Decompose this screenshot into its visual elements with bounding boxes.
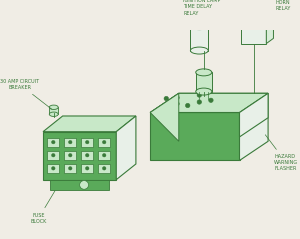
Circle shape xyxy=(102,153,106,157)
Ellipse shape xyxy=(190,23,208,30)
Polygon shape xyxy=(98,164,110,173)
Polygon shape xyxy=(50,180,109,190)
Polygon shape xyxy=(190,26,208,51)
Polygon shape xyxy=(150,93,179,141)
Polygon shape xyxy=(64,164,76,173)
Polygon shape xyxy=(150,93,268,113)
Polygon shape xyxy=(266,16,273,43)
Polygon shape xyxy=(43,132,116,180)
Circle shape xyxy=(68,141,72,144)
Circle shape xyxy=(68,167,72,170)
Circle shape xyxy=(185,103,190,108)
Polygon shape xyxy=(150,113,239,160)
Circle shape xyxy=(80,180,88,189)
Circle shape xyxy=(102,167,106,170)
Circle shape xyxy=(52,167,55,170)
Polygon shape xyxy=(116,116,136,180)
Polygon shape xyxy=(150,93,268,113)
Polygon shape xyxy=(43,116,136,132)
Circle shape xyxy=(197,93,202,97)
Text: FUSE
BLOCK: FUSE BLOCK xyxy=(30,191,55,224)
Circle shape xyxy=(209,98,213,103)
Circle shape xyxy=(164,103,169,108)
Circle shape xyxy=(85,141,89,144)
Polygon shape xyxy=(98,138,110,147)
Circle shape xyxy=(52,153,55,157)
Ellipse shape xyxy=(196,88,212,95)
Polygon shape xyxy=(241,21,266,43)
Circle shape xyxy=(175,102,179,106)
Circle shape xyxy=(175,96,179,100)
Polygon shape xyxy=(64,151,76,160)
Circle shape xyxy=(85,153,89,157)
Polygon shape xyxy=(47,164,59,173)
Circle shape xyxy=(52,141,55,144)
Ellipse shape xyxy=(190,47,208,54)
Polygon shape xyxy=(239,93,268,160)
Polygon shape xyxy=(196,72,212,92)
Polygon shape xyxy=(81,164,93,173)
Circle shape xyxy=(164,96,169,101)
Polygon shape xyxy=(49,107,58,114)
Circle shape xyxy=(102,141,106,144)
Polygon shape xyxy=(47,151,59,160)
Polygon shape xyxy=(47,138,59,147)
Circle shape xyxy=(197,100,202,104)
Circle shape xyxy=(68,153,72,157)
Polygon shape xyxy=(239,93,268,137)
Polygon shape xyxy=(81,138,93,147)
Circle shape xyxy=(85,167,89,170)
Text: IGNITION LAMP
TIME DELAY
RELAY: IGNITION LAMP TIME DELAY RELAY xyxy=(183,0,220,16)
Ellipse shape xyxy=(49,112,58,116)
Text: HAZARD
WARNING
FLASHER: HAZARD WARNING FLASHER xyxy=(265,135,298,171)
Ellipse shape xyxy=(49,105,58,109)
Text: HORN
RELAY: HORN RELAY xyxy=(275,0,291,11)
Ellipse shape xyxy=(196,69,212,76)
Polygon shape xyxy=(98,151,110,160)
Text: 30 AMP CIRCUIT
BREAKER: 30 AMP CIRCUIT BREAKER xyxy=(0,79,52,109)
Polygon shape xyxy=(81,151,93,160)
Polygon shape xyxy=(64,138,76,147)
Polygon shape xyxy=(241,16,273,21)
